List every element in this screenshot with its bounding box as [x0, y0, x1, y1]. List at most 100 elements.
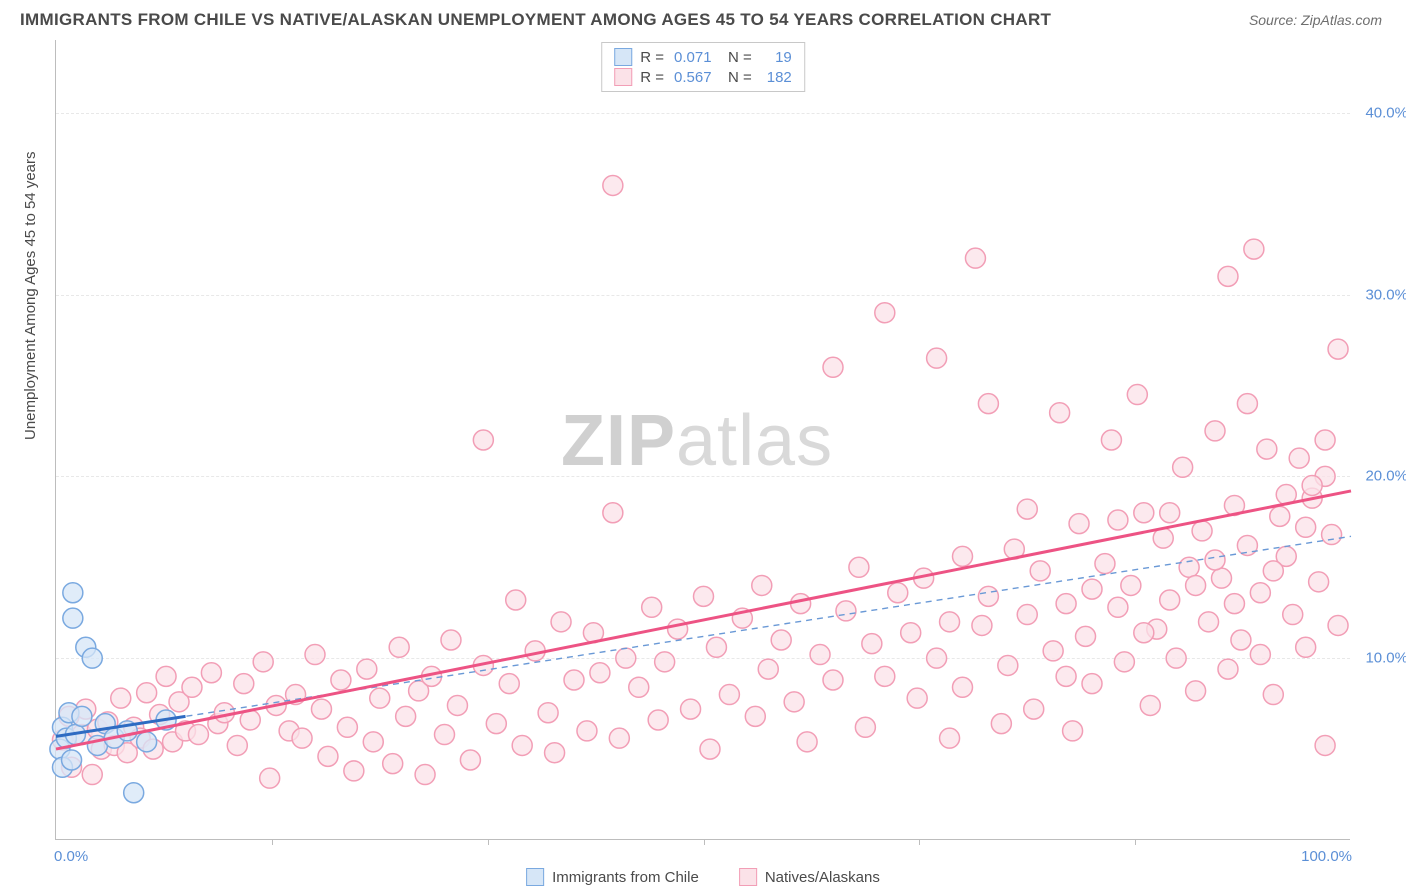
data-point [383, 754, 403, 774]
data-point [1121, 575, 1141, 595]
data-point [1160, 590, 1180, 610]
data-point [1309, 572, 1329, 592]
n-label: N = [728, 49, 752, 66]
data-point [156, 666, 176, 686]
y-tick-label: 20.0% [1365, 468, 1406, 485]
data-point [564, 670, 584, 690]
data-point [978, 394, 998, 414]
data-point [1186, 681, 1206, 701]
data-point [758, 659, 778, 679]
data-point [344, 761, 364, 781]
plot-area: ZIPatlas R = 0.071 N = 19 R = 0.567 N = … [55, 40, 1350, 840]
data-point [791, 594, 811, 614]
data-point [1017, 605, 1037, 625]
data-point [1173, 457, 1193, 477]
data-point [1296, 637, 1316, 657]
x-tick-label: 100.0% [1301, 848, 1352, 865]
data-point [784, 692, 804, 712]
data-point [124, 783, 144, 803]
data-point [648, 710, 668, 730]
data-point [1270, 506, 1290, 526]
n-value-blue: 19 [762, 49, 792, 66]
data-point [357, 659, 377, 679]
data-point [1328, 615, 1348, 635]
n-value-pink: 182 [762, 69, 792, 86]
data-point [1257, 439, 1277, 459]
data-point [305, 645, 325, 665]
data-point [719, 685, 739, 705]
data-point [292, 728, 312, 748]
data-point [1205, 550, 1225, 570]
data-point [849, 557, 869, 577]
data-point [603, 175, 623, 195]
data-point [823, 670, 843, 690]
data-point [1166, 648, 1186, 668]
data-point [460, 750, 480, 770]
data-point [1030, 561, 1050, 581]
data-point [655, 652, 675, 672]
data-point [1127, 385, 1147, 405]
data-point [991, 714, 1011, 734]
legend-label-blue: Immigrants from Chile [552, 869, 699, 886]
data-point [188, 725, 208, 745]
data-point [603, 503, 623, 523]
data-point [862, 634, 882, 654]
data-point [706, 637, 726, 657]
legend-item-blue: Immigrants from Chile [526, 868, 699, 886]
data-point [137, 732, 157, 752]
data-point [506, 590, 526, 610]
y-tick-label: 30.0% [1365, 286, 1406, 303]
series-legend: Immigrants from Chile Natives/Alaskans [526, 868, 880, 886]
data-point [389, 637, 409, 657]
data-point [953, 677, 973, 697]
data-point [642, 597, 662, 617]
data-point [953, 546, 973, 566]
data-point [1224, 594, 1244, 614]
data-point [486, 714, 506, 734]
data-point [1302, 475, 1322, 495]
y-tick-label: 10.0% [1365, 650, 1406, 667]
data-point [201, 663, 221, 683]
data-point [694, 586, 714, 606]
y-axis-label: Unemployment Among Ages 45 to 54 years [22, 151, 39, 440]
data-point [972, 615, 992, 635]
data-point [1082, 674, 1102, 694]
data-point [311, 699, 331, 719]
y-tick-label: 40.0% [1365, 104, 1406, 121]
data-point [370, 688, 390, 708]
legend-swatch-blue [614, 48, 632, 66]
data-point [63, 583, 83, 603]
data-point [1056, 666, 1076, 686]
data-point [227, 735, 247, 755]
data-point [363, 732, 383, 752]
data-point [1043, 641, 1063, 661]
data-point [1237, 535, 1257, 555]
data-point [836, 601, 856, 621]
r-value-blue: 0.071 [674, 49, 720, 66]
data-point [616, 648, 636, 668]
data-point [82, 765, 102, 785]
r-label: R = [640, 69, 664, 86]
x-tick-label: 0.0% [54, 848, 88, 865]
data-point [1250, 583, 1270, 603]
data-point [1134, 623, 1154, 643]
data-point [940, 728, 960, 748]
data-point [137, 683, 157, 703]
data-point [1186, 575, 1206, 595]
data-point [182, 677, 202, 697]
data-point [681, 699, 701, 719]
data-point [415, 765, 435, 785]
legend-swatch-pink [614, 68, 632, 86]
data-point [441, 630, 461, 650]
data-point [1101, 430, 1121, 450]
data-point [435, 725, 455, 745]
scatter-svg [56, 40, 1350, 839]
data-point [927, 648, 947, 668]
data-point [1050, 403, 1070, 423]
data-point [499, 674, 519, 694]
data-point [940, 612, 960, 632]
r-value-pink: 0.567 [674, 69, 720, 86]
data-point [1263, 685, 1283, 705]
data-point [62, 750, 82, 770]
data-point [855, 717, 875, 737]
